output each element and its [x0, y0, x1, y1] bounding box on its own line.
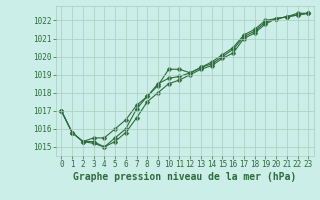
X-axis label: Graphe pression niveau de la mer (hPa): Graphe pression niveau de la mer (hPa) [73, 172, 296, 182]
